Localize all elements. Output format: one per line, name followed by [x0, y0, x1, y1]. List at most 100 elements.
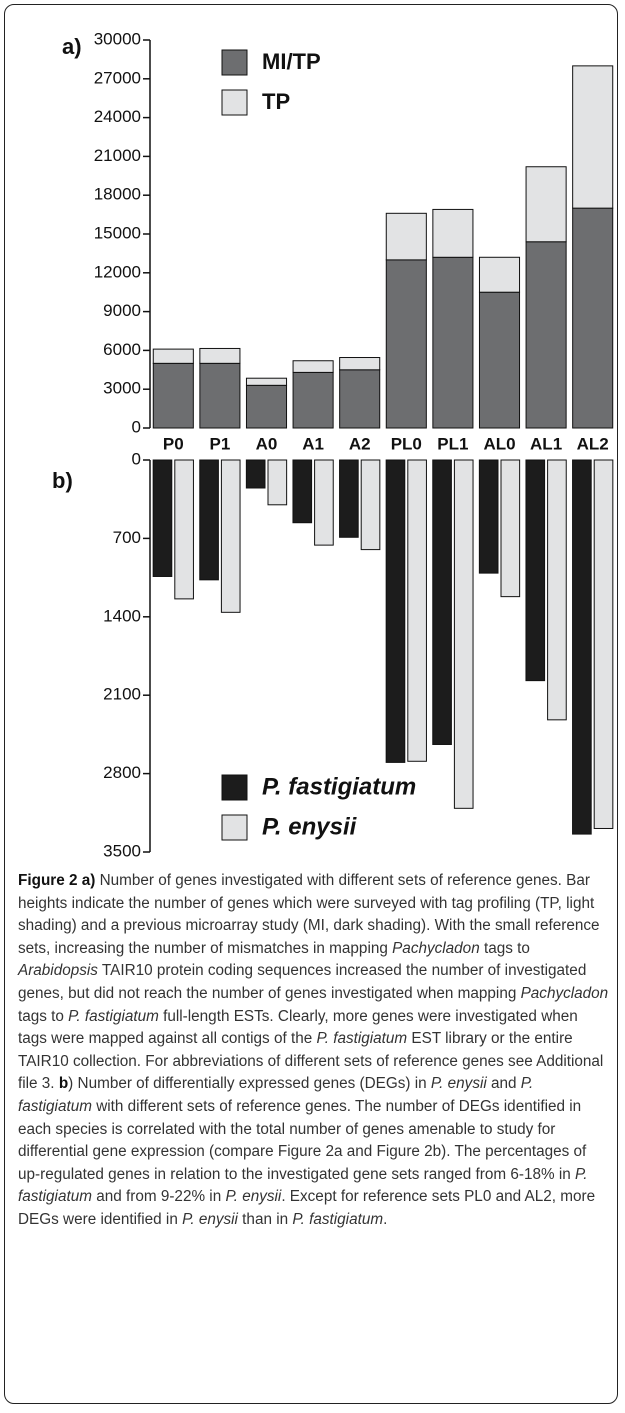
bar [453, 459, 474, 809]
caption-run: and from 9-22% in [91, 1188, 226, 1206]
y-tick-label: 0 [132, 417, 141, 436]
bar-segment [152, 362, 194, 429]
bar [152, 459, 173, 577]
bar [314, 459, 334, 546]
figure: 0300060009000120001500018000210002400027… [52, 29, 614, 860]
bar-segment [245, 384, 288, 429]
bar-segment [572, 65, 614, 209]
caption: Figure 2 a) Number of genes investigated… [18, 870, 610, 1232]
caption-run: ) Number of differentially expressed gen… [68, 1075, 431, 1093]
caption-run: and [486, 1075, 521, 1093]
y-tick-label: 27000 [94, 68, 141, 87]
x-tick-label: A0 [256, 434, 278, 453]
y-tick-label: 12000 [94, 262, 141, 281]
bar-segment [385, 212, 427, 261]
y-tick-label: 3500 [103, 841, 141, 860]
bar [432, 459, 452, 745]
caption-run: P. fastigiatum [18, 1075, 534, 1115]
legend-swatch [221, 774, 248, 801]
caption-run: P. fastigiatum [292, 1210, 384, 1228]
bar [385, 459, 406, 763]
x-tick-label: AL2 [577, 434, 609, 453]
caption-run: P. enysii [225, 1188, 282, 1206]
x-tick-label: A1 [302, 434, 324, 453]
bar-segment [152, 348, 194, 364]
legend-swatch [221, 89, 248, 116]
bar [360, 459, 381, 551]
bar [547, 459, 567, 721]
bar-segment [432, 208, 474, 258]
caption-run: . [383, 1210, 388, 1228]
caption-run: with different sets of reference genes. … [18, 1097, 587, 1183]
x-tick-label: PL1 [437, 434, 468, 453]
bar-segment [292, 360, 334, 373]
caption-run: P. enysii [430, 1075, 487, 1093]
legend-label: TP [262, 89, 290, 114]
bar [339, 459, 359, 538]
caption-run: P. fastigiatum [316, 1030, 408, 1048]
y-tick-label: 2100 [103, 685, 141, 704]
caption-run: full-length ESTs. Clearly, more genes we… [18, 1007, 578, 1048]
y-tick-label: 15000 [94, 223, 141, 242]
legend-label: P. fastigiatum [262, 773, 416, 800]
x-tick-label: PL0 [391, 434, 422, 453]
legend-swatch [221, 49, 248, 76]
bar [292, 459, 313, 524]
caption-run: than in [237, 1210, 293, 1228]
caption-run: Pachycladon [392, 939, 480, 957]
bar [525, 459, 546, 682]
y-tick-label: 1400 [103, 606, 141, 625]
y-tick-label: 9000 [103, 301, 141, 320]
caption-run: tags to [18, 1007, 69, 1025]
y-tick-label: 18000 [94, 185, 141, 204]
bar-segment [199, 362, 241, 429]
caption-run: Figure 2 a) [18, 872, 96, 889]
y-tick-label: 21000 [94, 146, 141, 165]
bar-segment [572, 207, 614, 429]
y-tick-label: 700 [113, 528, 141, 547]
bar [199, 459, 219, 581]
bar-segment [292, 371, 334, 429]
caption-run: Number of genes investigated with differ… [18, 872, 600, 957]
y-tick-label: 3000 [103, 379, 141, 398]
bar-segment [339, 369, 381, 429]
bar [174, 459, 194, 600]
caption-run: b [58, 1075, 69, 1093]
y-tick-label: 30000 [94, 29, 141, 48]
caption-run: Pachycladon [520, 984, 609, 1002]
caption-run: . Except for reference sets PL0 and AL2,… [18, 1188, 596, 1228]
x-tick-label: AL1 [530, 434, 562, 453]
panel-label: b) [52, 468, 73, 493]
caption-run: P. enysii [182, 1210, 238, 1228]
figure-frame [4, 4, 618, 1404]
bar-segment [339, 357, 381, 371]
bar-segment [478, 256, 521, 293]
bar [500, 459, 521, 598]
caption-run: tags to [479, 939, 530, 957]
bar [593, 459, 614, 829]
y-tick-label: 24000 [94, 107, 141, 126]
bar-segment [385, 259, 427, 429]
bar-segment [525, 241, 567, 429]
y-tick-label: 6000 [103, 340, 141, 359]
x-tick-label: P1 [210, 434, 231, 453]
bar [245, 459, 266, 489]
caption-run: EST library or the entire TAIR10 collect… [18, 1030, 604, 1093]
panel-label: a) [62, 34, 82, 59]
bar-segment [478, 291, 521, 429]
y-tick-label: 2800 [103, 763, 141, 782]
legend-swatch [221, 814, 248, 841]
bar-segment [432, 256, 474, 429]
bar-segment [525, 166, 567, 243]
y-tick-label: 0 [132, 449, 141, 468]
caption-run: P. fastigiatum [68, 1007, 159, 1025]
bar-segment [245, 377, 288, 386]
bar [220, 459, 241, 613]
bar [267, 459, 288, 506]
legend-label: MI/TP [262, 49, 321, 74]
x-tick-label: AL0 [483, 434, 515, 453]
bar [407, 459, 427, 762]
caption-run: TAIR10 protein coding sequences increase… [18, 962, 587, 1002]
caption-run: Arabidopsis [18, 962, 98, 980]
